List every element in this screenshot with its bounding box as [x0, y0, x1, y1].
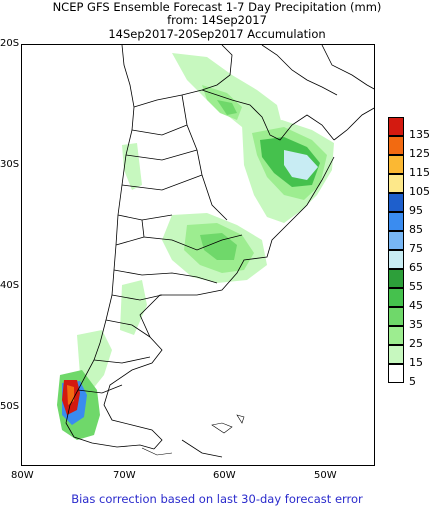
coastline-layer — [141, 414, 245, 456]
color-swatch-125 — [388, 136, 404, 155]
color-swatch-135 — [388, 117, 404, 136]
colorbar-label: 125 — [409, 147, 430, 160]
lat-label: 30S — [0, 159, 20, 170]
lon-label: 60W — [213, 470, 236, 481]
color-swatch-15 — [388, 345, 404, 364]
colorbar-label: 55 — [409, 280, 423, 293]
color-swatch-65 — [388, 250, 404, 269]
colorbar-label: 135 — [409, 128, 430, 141]
accumulation-period: 14Sep2017-20Sep2017 Accumulation — [108, 27, 326, 41]
colorbar-label: 25 — [409, 337, 423, 350]
colorbar-label: 95 — [409, 204, 423, 217]
colorbar-label: 85 — [409, 223, 423, 236]
forecast-date: from: 14Sep2017 — [167, 13, 267, 27]
precip-layer — [57, 53, 334, 440]
colorbar-label: 115 — [409, 166, 430, 179]
color-swatch-115 — [388, 155, 404, 174]
colorbar-label: 45 — [409, 299, 423, 312]
color-swatch-35 — [388, 307, 404, 326]
map-canvas — [57, 45, 374, 458]
colorbar-label: 75 — [409, 242, 423, 255]
colorbar-label: 15 — [409, 356, 423, 369]
color-swatch-105 — [388, 174, 404, 193]
colorbar-label: 65 — [409, 261, 423, 274]
bias-correction-note: Bias correction based on last 30-day for… — [71, 492, 363, 506]
color-swatch-25 — [388, 326, 404, 345]
lat-label: 50S — [0, 401, 20, 412]
color-swatch-55 — [388, 269, 404, 288]
colorbar-label: 35 — [409, 318, 423, 331]
color-swatch-95 — [388, 193, 404, 212]
lon-label: 80W — [11, 470, 34, 481]
color-swatch-85 — [388, 212, 404, 231]
lat-label: 40S — [0, 280, 20, 291]
lat-label: 20S — [0, 38, 20, 49]
precipitation-map — [21, 44, 375, 466]
lon-label: 70W — [113, 470, 136, 481]
map-title: NCEP GFS Ensemble Forecast 1-7 Day Preci… — [52, 0, 382, 14]
colorbar-label: 5 — [409, 375, 416, 388]
color-swatch-5 — [388, 364, 404, 383]
lon-label: 50W — [314, 470, 337, 481]
boundaries-layer — [65, 45, 374, 458]
colorbar-label: 105 — [409, 185, 430, 198]
color-swatch-75 — [388, 231, 404, 250]
color-swatch-45 — [388, 288, 404, 307]
